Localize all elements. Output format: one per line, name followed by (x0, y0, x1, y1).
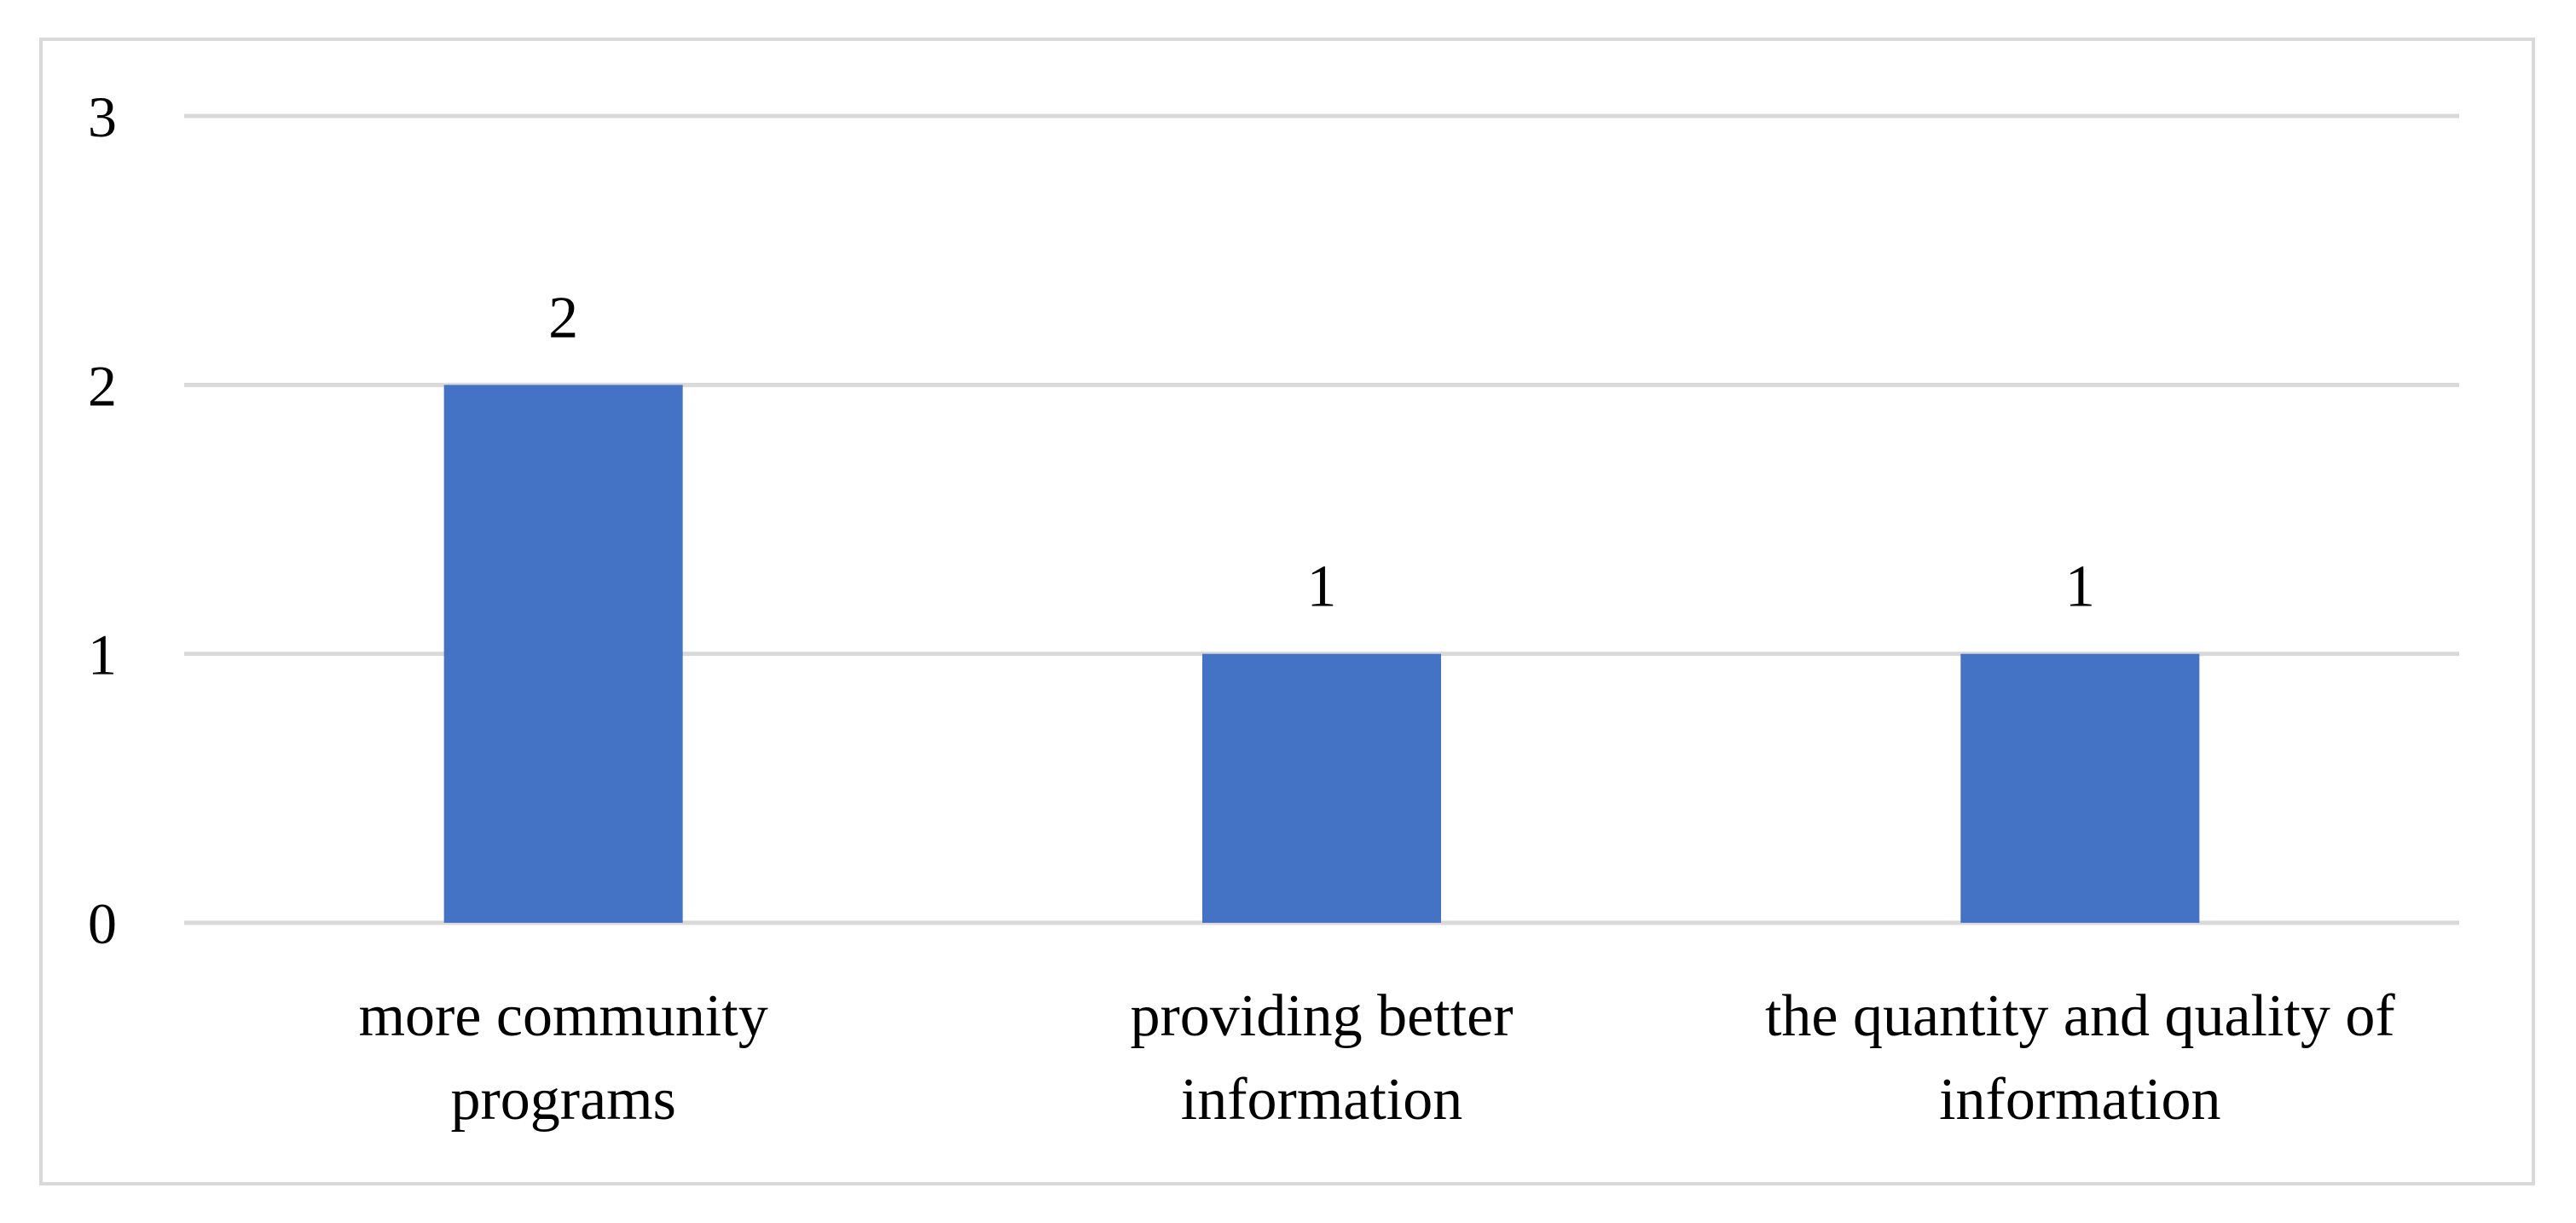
y-tick-label-2: 2 (88, 353, 117, 418)
y-tick-label-0: 0 (88, 891, 117, 956)
category-label-2-line-2: information (1181, 1067, 1462, 1133)
category-label-3-line-1: the quantity and quality of (1765, 983, 2395, 1049)
y-tick-label-3: 3 (88, 84, 117, 149)
category-label-1-line-2: programs (450, 1067, 675, 1133)
y-axis-tick-labels: 0 1 2 3 (88, 84, 117, 956)
bar-3 (1960, 653, 2200, 923)
bar-2 (1202, 653, 1441, 923)
category-label-2-line-1: providing better (1130, 983, 1513, 1049)
category-label-1-line-1: more community (359, 983, 768, 1049)
data-label-2: 1 (1307, 554, 1337, 620)
bar-1 (443, 385, 683, 923)
y-tick-label-1: 1 (88, 623, 117, 687)
category-label-3-line-2: information (1939, 1067, 2220, 1133)
data-label-1: 2 (548, 285, 578, 351)
data-label-3: 1 (2065, 554, 2095, 620)
chart-frame (39, 38, 2535, 1185)
data-labels: 2 1 1 (548, 285, 2095, 619)
x-axis-category-labels: more community programs providing better in… (359, 983, 2396, 1133)
bars (443, 385, 2200, 923)
